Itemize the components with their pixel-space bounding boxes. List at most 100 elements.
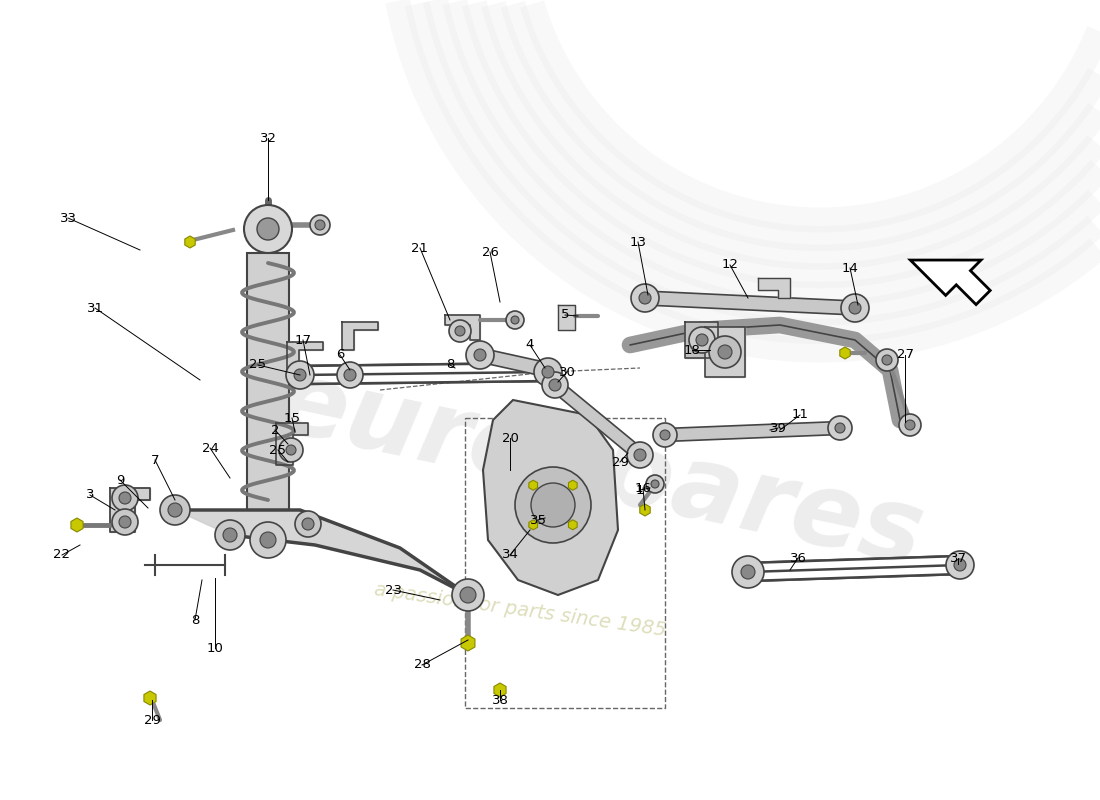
Text: 33: 33	[59, 211, 77, 225]
Text: 8: 8	[190, 614, 199, 626]
Text: 27: 27	[896, 349, 913, 362]
Circle shape	[627, 442, 653, 468]
Text: 31: 31	[87, 302, 103, 314]
Text: 13: 13	[629, 235, 647, 249]
Polygon shape	[175, 510, 468, 595]
Circle shape	[472, 347, 488, 363]
Circle shape	[279, 438, 302, 462]
Text: 8: 8	[446, 358, 454, 371]
Text: 34: 34	[502, 549, 518, 562]
Text: 29: 29	[144, 714, 161, 726]
Text: 36: 36	[790, 551, 806, 565]
Circle shape	[452, 579, 484, 611]
Circle shape	[515, 467, 591, 543]
Text: 16: 16	[635, 482, 651, 494]
Circle shape	[460, 587, 476, 603]
Text: a passion for parts since 1985: a passion for parts since 1985	[373, 580, 667, 640]
Text: 4: 4	[526, 338, 535, 351]
Circle shape	[119, 492, 131, 504]
Circle shape	[534, 358, 562, 386]
Circle shape	[344, 369, 356, 381]
Circle shape	[653, 423, 676, 447]
Circle shape	[741, 565, 755, 579]
Circle shape	[294, 369, 306, 381]
Circle shape	[905, 420, 915, 430]
Polygon shape	[110, 488, 150, 532]
Text: 29: 29	[612, 455, 628, 469]
Polygon shape	[640, 504, 650, 516]
Polygon shape	[705, 327, 745, 377]
Circle shape	[257, 218, 279, 240]
Circle shape	[542, 372, 568, 398]
Polygon shape	[276, 423, 308, 465]
Circle shape	[632, 447, 648, 463]
Circle shape	[506, 311, 524, 329]
Polygon shape	[70, 518, 84, 532]
Text: 30: 30	[559, 366, 575, 378]
Circle shape	[847, 300, 864, 316]
Text: 15: 15	[284, 411, 300, 425]
Text: 39: 39	[770, 422, 786, 434]
Circle shape	[637, 290, 653, 306]
Circle shape	[168, 503, 182, 517]
Text: 38: 38	[492, 694, 508, 706]
Polygon shape	[685, 322, 718, 358]
Polygon shape	[558, 305, 575, 330]
Text: 37: 37	[949, 551, 967, 565]
Text: 9: 9	[116, 474, 124, 486]
Circle shape	[455, 326, 465, 336]
Text: 23: 23	[385, 583, 402, 597]
Polygon shape	[478, 348, 550, 377]
Text: 24: 24	[201, 442, 219, 454]
Polygon shape	[483, 400, 618, 595]
Polygon shape	[569, 520, 578, 530]
Polygon shape	[551, 380, 645, 460]
Circle shape	[882, 355, 892, 365]
Circle shape	[832, 420, 848, 436]
Text: 25: 25	[270, 443, 286, 457]
Circle shape	[657, 427, 673, 443]
Circle shape	[160, 495, 190, 525]
Circle shape	[531, 483, 575, 527]
Circle shape	[315, 220, 324, 230]
Circle shape	[542, 366, 554, 378]
Circle shape	[286, 445, 296, 455]
Text: 21: 21	[411, 242, 429, 254]
Circle shape	[849, 302, 861, 314]
Circle shape	[337, 362, 363, 388]
Circle shape	[899, 414, 921, 436]
Text: 22: 22	[54, 549, 70, 562]
Circle shape	[540, 362, 556, 378]
Circle shape	[696, 334, 708, 346]
Polygon shape	[287, 342, 323, 370]
Circle shape	[112, 485, 138, 511]
Circle shape	[651, 480, 659, 488]
Polygon shape	[839, 347, 850, 359]
Text: 10: 10	[207, 642, 223, 654]
Text: 12: 12	[722, 258, 738, 271]
Text: 18: 18	[683, 343, 701, 357]
Circle shape	[689, 327, 715, 353]
Polygon shape	[144, 691, 156, 705]
Polygon shape	[529, 520, 538, 530]
Polygon shape	[758, 278, 790, 298]
Polygon shape	[494, 683, 506, 697]
Circle shape	[512, 316, 519, 324]
Circle shape	[310, 215, 330, 235]
Text: 7: 7	[151, 454, 160, 466]
Polygon shape	[569, 480, 578, 490]
Text: 17: 17	[295, 334, 311, 346]
Bar	[248, 253, 289, 510]
Circle shape	[295, 511, 321, 537]
Circle shape	[223, 528, 236, 542]
Circle shape	[718, 345, 732, 359]
Text: 14: 14	[842, 262, 858, 274]
Circle shape	[286, 361, 313, 389]
Text: 35: 35	[529, 514, 547, 526]
Circle shape	[549, 379, 561, 391]
Text: eurospares: eurospares	[267, 352, 933, 588]
Circle shape	[214, 520, 245, 550]
Text: 20: 20	[502, 431, 518, 445]
Circle shape	[946, 551, 974, 579]
Text: 26: 26	[482, 246, 498, 258]
